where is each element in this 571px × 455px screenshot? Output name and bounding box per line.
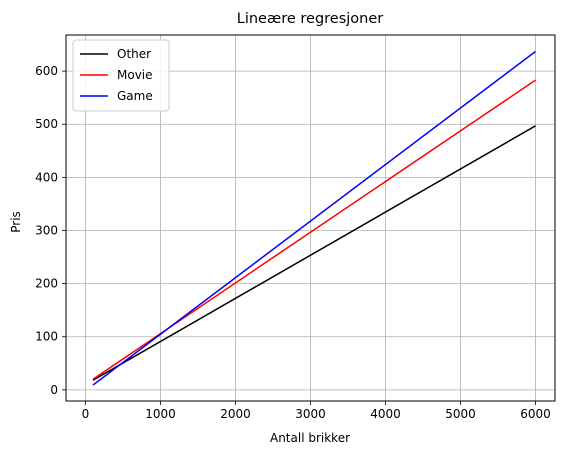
legend-label: Game: [117, 89, 153, 103]
legend-box: [72, 39, 170, 112]
x-tick-label: 4000: [370, 407, 401, 421]
y-tick-label: 200: [35, 277, 58, 291]
x-tick-label: 3000: [295, 407, 326, 421]
y-tick-label: 300: [35, 223, 58, 237]
series-line-game: [92, 50, 536, 386]
legend-label: Movie: [117, 68, 153, 82]
series-line-other: [92, 125, 536, 381]
y-axis-label: Pris: [9, 211, 23, 233]
y-tick-label: 400: [35, 170, 58, 184]
grid: [66, 35, 555, 401]
y-tick-label: 0: [50, 383, 58, 397]
y-tick-label: 100: [35, 330, 58, 344]
plot-lines: [92, 50, 536, 386]
x-tick-label: 2000: [220, 407, 251, 421]
y-tick-label: 500: [35, 117, 58, 131]
x-tick-label: 1000: [145, 407, 176, 421]
y-tick-label: 600: [35, 64, 58, 78]
legend: Other Movie Game: [72, 39, 170, 112]
x-tick-label: 5000: [445, 407, 476, 421]
x-tick-label: 0: [82, 407, 90, 421]
axis-ticks: 0 1000 2000 3000 4000 5000 6000 0 100 200 300 400 50…: [35, 64, 551, 421]
x-axis-label: Antall brikker: [270, 431, 350, 445]
chart-title: Lineære regresjoner: [237, 11, 384, 27]
x-tick-label: 6000: [520, 407, 551, 421]
legend-label: Other: [117, 47, 151, 61]
